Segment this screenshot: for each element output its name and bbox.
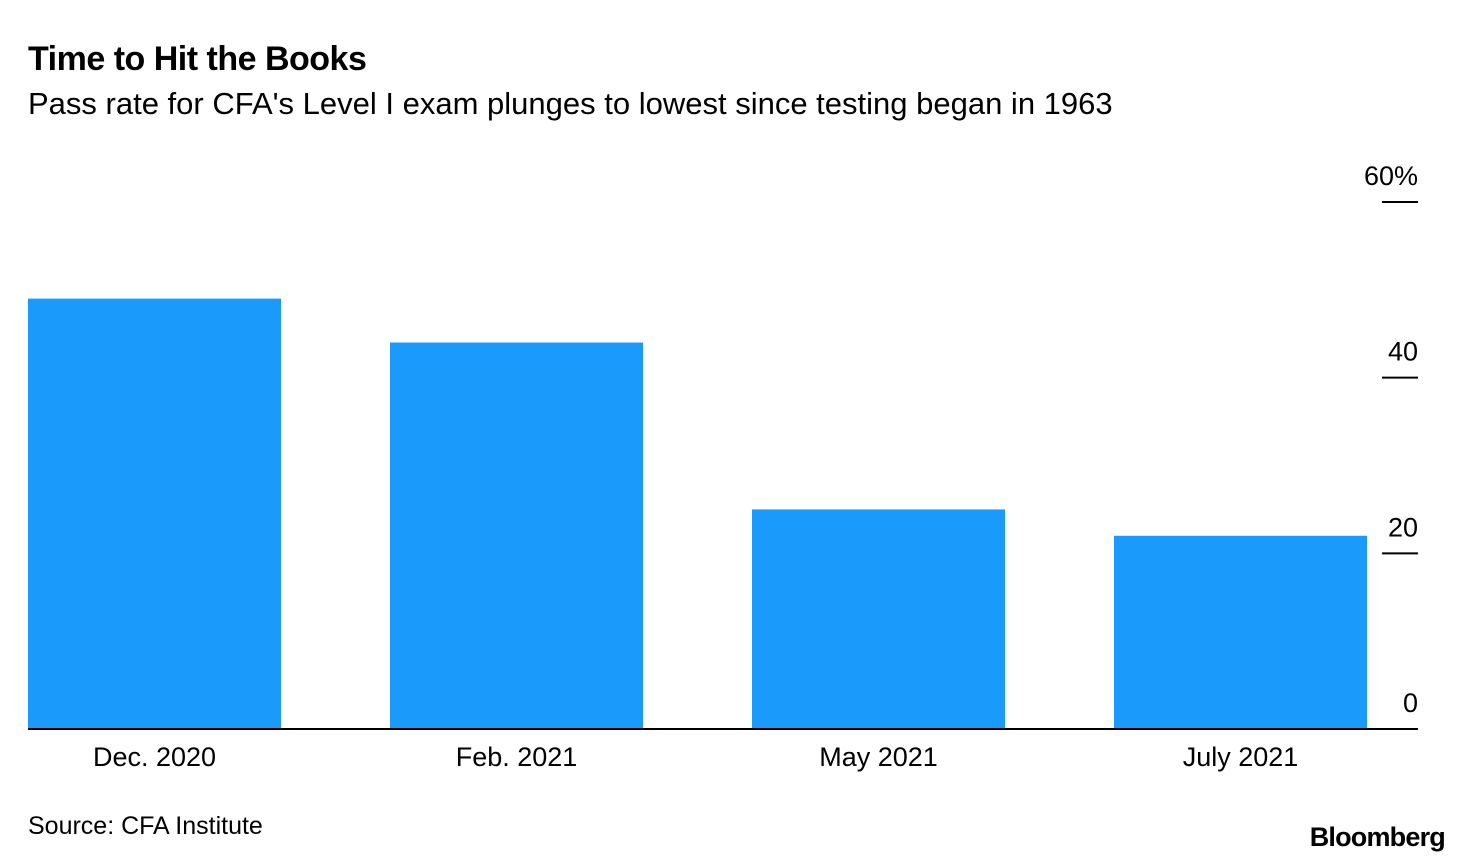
- bar-1: [28, 298, 281, 729]
- x-tick-label: Dec. 2020: [93, 742, 216, 772]
- x-tick-label: May 2021: [819, 742, 938, 772]
- bar-3: [752, 509, 1005, 729]
- x-tick-label: July 2021: [1183, 742, 1299, 772]
- y-axis: 0 20 40 60%: [1364, 161, 1418, 718]
- bar-4: [1114, 535, 1367, 729]
- y-tick-label: 0: [1403, 688, 1418, 718]
- bloomberg-logo: Bloomberg: [1309, 822, 1446, 852]
- x-axis: Dec. 2020 Feb. 2021 May 2021 July 2021: [28, 728, 1418, 772]
- bar-2: [390, 342, 643, 729]
- y-tick-label: 20: [1388, 512, 1418, 542]
- chart-title: Time to Hit the Books: [28, 40, 367, 78]
- chart-subtitle: Pass rate for CFA's Level I exam plunges…: [28, 86, 1113, 121]
- y-tick-label: 40: [1388, 337, 1418, 367]
- x-tick-label: Feb. 2021: [456, 742, 578, 772]
- y-tick-label: 60%: [1364, 161, 1418, 191]
- source-note: Source: CFA Institute: [28, 812, 263, 840]
- bars-group: [28, 298, 1367, 729]
